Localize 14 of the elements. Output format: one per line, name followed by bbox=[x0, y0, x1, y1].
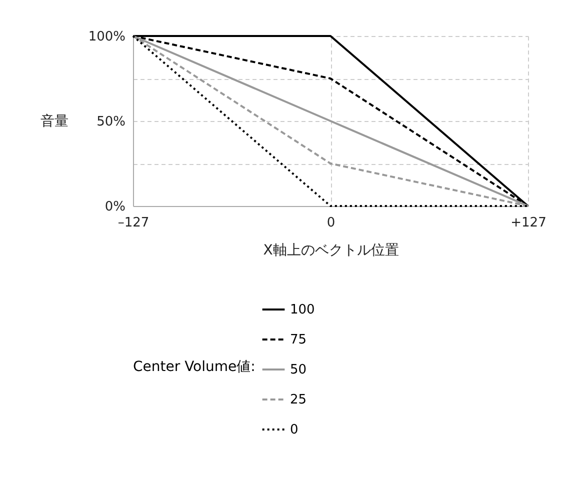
legend-label: 25 bbox=[290, 392, 307, 408]
x-axis-title: X軸上のベクトル位置 bbox=[263, 242, 399, 258]
y-axis-title: 音量 bbox=[40, 114, 68, 130]
x-tick-label: +127 bbox=[510, 216, 546, 230]
y-tick-label: 100% bbox=[88, 30, 126, 44]
x-tick-label: –127 bbox=[118, 216, 150, 230]
legend-label: 100 bbox=[290, 302, 315, 318]
legend-title: Center Volume値: bbox=[133, 359, 256, 375]
x-tick-label: 0 bbox=[326, 216, 336, 230]
y-tick-label: 0% bbox=[104, 200, 126, 214]
legend-label: 50 bbox=[290, 362, 307, 378]
y-tick-label: 50% bbox=[96, 114, 126, 130]
legend-label: 0 bbox=[290, 422, 298, 438]
legend-label: 75 bbox=[290, 332, 307, 348]
